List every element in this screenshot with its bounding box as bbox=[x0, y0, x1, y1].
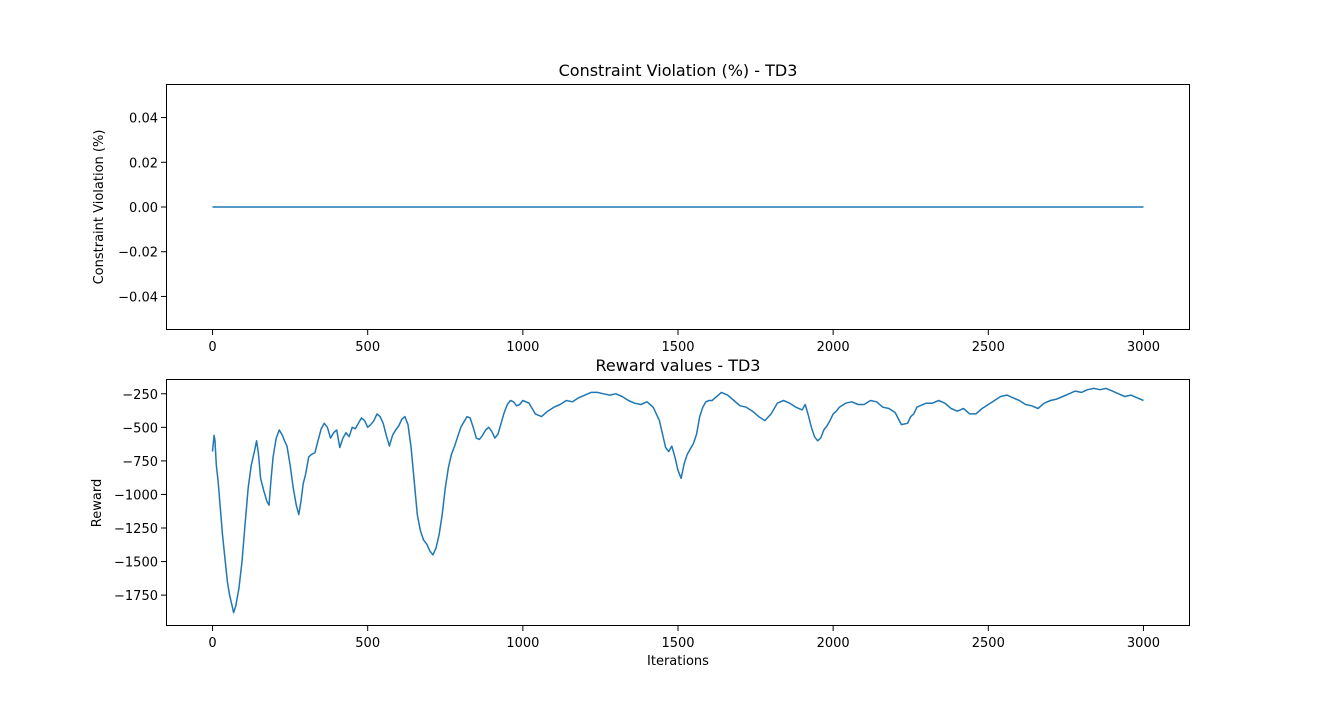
y-axis-label: Constraint Violation (%) bbox=[92, 130, 107, 285]
x-tick-label: 2500 bbox=[972, 340, 1005, 355]
series-line bbox=[211, 387, 1144, 614]
y-tick-label: −750 bbox=[122, 455, 158, 470]
axes-frame bbox=[166, 84, 1190, 330]
y-axis-label: Reward bbox=[90, 479, 105, 527]
axes-frame bbox=[166, 379, 1190, 626]
y-tick-label: −1250 bbox=[114, 522, 158, 537]
x-tick-label: 1500 bbox=[661, 636, 694, 651]
x-tick-label: 500 bbox=[355, 340, 380, 355]
y-tick-label: −500 bbox=[122, 421, 158, 436]
x-tick-label: 1000 bbox=[506, 340, 539, 355]
x-tick-label: 0 bbox=[208, 636, 216, 651]
y-tick-label: −0.04 bbox=[118, 290, 158, 305]
y-tick-label: −1000 bbox=[114, 488, 158, 503]
y-tick-label: −1500 bbox=[114, 556, 158, 571]
constraint-violation-chart: Constraint Violation (%) - TD3 0 500 1000 1… bbox=[92, 61, 1190, 355]
tick-group: 0 500 1000 1500 2000 2500 3000 −250 −500 −750 −100… bbox=[114, 388, 1160, 651]
x-tick-label: 2000 bbox=[817, 636, 850, 651]
y-tick-label: 0.00 bbox=[129, 201, 158, 216]
x-tick-label: 1500 bbox=[661, 340, 694, 355]
x-tick-label: 2500 bbox=[972, 636, 1005, 651]
x-tick-label: 3000 bbox=[1127, 340, 1160, 355]
tick-group: 0 500 1000 1500 2000 2500 3000 −0.04 −0.02 0.00 0.… bbox=[118, 112, 1160, 355]
y-tick-label: 0.02 bbox=[129, 156, 158, 171]
x-tick-label: 500 bbox=[355, 636, 380, 651]
plot-area bbox=[211, 387, 1144, 614]
x-tick-label: 0 bbox=[208, 340, 216, 355]
x-tick-label: 3000 bbox=[1127, 636, 1160, 651]
y-tick-label: −250 bbox=[122, 388, 158, 403]
chart-title: Constraint Violation (%) - TD3 bbox=[559, 61, 798, 80]
y-tick-label: −0.02 bbox=[118, 246, 158, 261]
y-tick-label: 0.04 bbox=[129, 112, 158, 127]
x-axis-label: Iterations bbox=[647, 654, 709, 669]
x-tick-label: 1000 bbox=[506, 636, 539, 651]
reward-values-chart: Reward values - TD3 0 500 1000 1500 2000 2500… bbox=[90, 356, 1190, 669]
y-tick-label: −1750 bbox=[114, 589, 158, 604]
chart-title: Reward values - TD3 bbox=[596, 356, 761, 375]
x-tick-label: 2000 bbox=[817, 340, 850, 355]
